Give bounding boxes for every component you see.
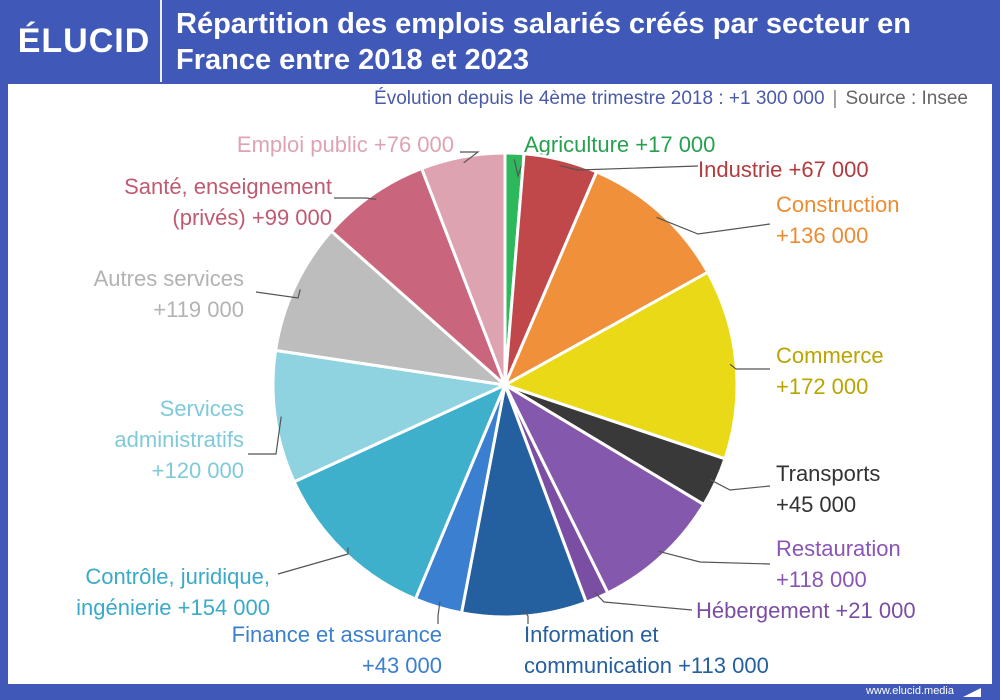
slice-label-line: +119 000 [153, 297, 244, 322]
leader-line [248, 416, 282, 455]
pie-slice [459, 379, 589, 619]
leader-line [255, 289, 301, 299]
slice-label: Information et communication +113 000 [524, 622, 769, 678]
slice-label: Hébergement +21 000 [696, 598, 916, 623]
slice-label-line: Finance et assurance [232, 622, 442, 647]
leader-line [709, 479, 771, 491]
leader-line [460, 151, 480, 164]
flag-icon [963, 688, 981, 697]
slice-label-line: Contrôle, juridique, [85, 564, 270, 589]
pie-slice [273, 229, 510, 388]
pie-slice [419, 151, 507, 386]
slice-label: Services administratifs +120 000 [114, 396, 244, 483]
slice-label-line: Emploi public +76 000 [237, 132, 454, 157]
pie-slice [329, 166, 507, 387]
pie-slice [501, 270, 739, 461]
pie-slice [292, 382, 508, 601]
slice-label-line: Santé, enseignement [124, 174, 332, 199]
leader-line [523, 609, 529, 624]
slice-label-line: Construction [776, 192, 900, 217]
slice-label: Contrôle, juridique, ingénierie +154 000 [76, 564, 270, 620]
slice-label-line: (privés) +99 000 [172, 205, 332, 230]
leader-line [656, 216, 771, 235]
logo-text: ÉLUCID [17, 21, 151, 60]
slice-label: Restauration +118 000 [776, 536, 901, 592]
slice-label: Santé, enseignement (privés) +99 000 [124, 174, 332, 230]
slice-label-line: administratifs [114, 427, 244, 452]
slice-label-line: Industrie +67 000 [698, 157, 869, 182]
slice-label-line: Information et [524, 622, 659, 647]
website-url: www.elucid.media [865, 685, 954, 697]
chart-subtitle: Évolution depuis le 4ème trimestre 2018 … [8, 88, 968, 110]
slice-label-line: Hébergement +21 000 [696, 598, 916, 623]
header-divider [160, 0, 162, 82]
chart-panel: Évolution depuis le 4ème trimestre 2018 … [8, 84, 992, 684]
slice-label: Commerce +172 000 [776, 343, 884, 399]
leader-line [277, 547, 349, 575]
pie-slice [501, 169, 710, 389]
footer-bar: www.elucid.media [0, 684, 1000, 700]
slice-label-line: +172 000 [776, 374, 868, 399]
pie-slice [271, 348, 511, 484]
slice-label-line: Commerce [776, 343, 884, 368]
slice-label: Industrie +67 000 [698, 157, 869, 182]
slice-label: Finance et assurance +43 000 [232, 622, 442, 678]
evolution-text: Évolution depuis le 4ème trimestre 2018 … [374, 88, 825, 109]
elucid-logo: ÉLUCID [14, 18, 154, 64]
header-bar: ÉLUCID Répartition des emplois salariés … [0, 0, 1000, 82]
slice-label-line: communication +113 000 [524, 653, 769, 678]
slice-label-line: Services [160, 396, 244, 421]
leader-line [559, 165, 699, 171]
slice-label-line: +136 000 [776, 223, 868, 248]
slice-label: Construction +136 000 [776, 192, 900, 248]
slice-label-line: Agriculture +17 000 [524, 132, 715, 157]
slice-label: Transports +45 000 [776, 461, 880, 517]
slice-label-line: Transports [776, 461, 880, 486]
slice-label: Emploi public +76 000 [237, 132, 454, 157]
slice-label: Autres services +119 000 [94, 266, 244, 322]
subtitle-separator: | [832, 88, 838, 109]
source-text: Source : Insee [845, 88, 968, 109]
pie-slice [501, 381, 706, 595]
leader-line [437, 601, 441, 624]
slice-label-line: +120 000 [152, 458, 244, 483]
leader-line [334, 197, 377, 200]
slice-label-line: +118 000 [776, 567, 867, 592]
slice-label: Agriculture +17 000 [524, 132, 715, 157]
slice-label-line: Autres services [94, 266, 244, 291]
slice-label-line: ingénierie +154 000 [76, 595, 270, 620]
slice-label-line: +43 000 [362, 653, 442, 678]
slice-label-line: Restauration [776, 536, 901, 561]
chart-title: Répartition des emplois salariés créés p… [176, 8, 911, 76]
slice-label-line: +45 000 [776, 492, 856, 517]
leader-line [594, 591, 693, 611]
leader-line [729, 363, 770, 370]
leader-line [657, 550, 771, 565]
